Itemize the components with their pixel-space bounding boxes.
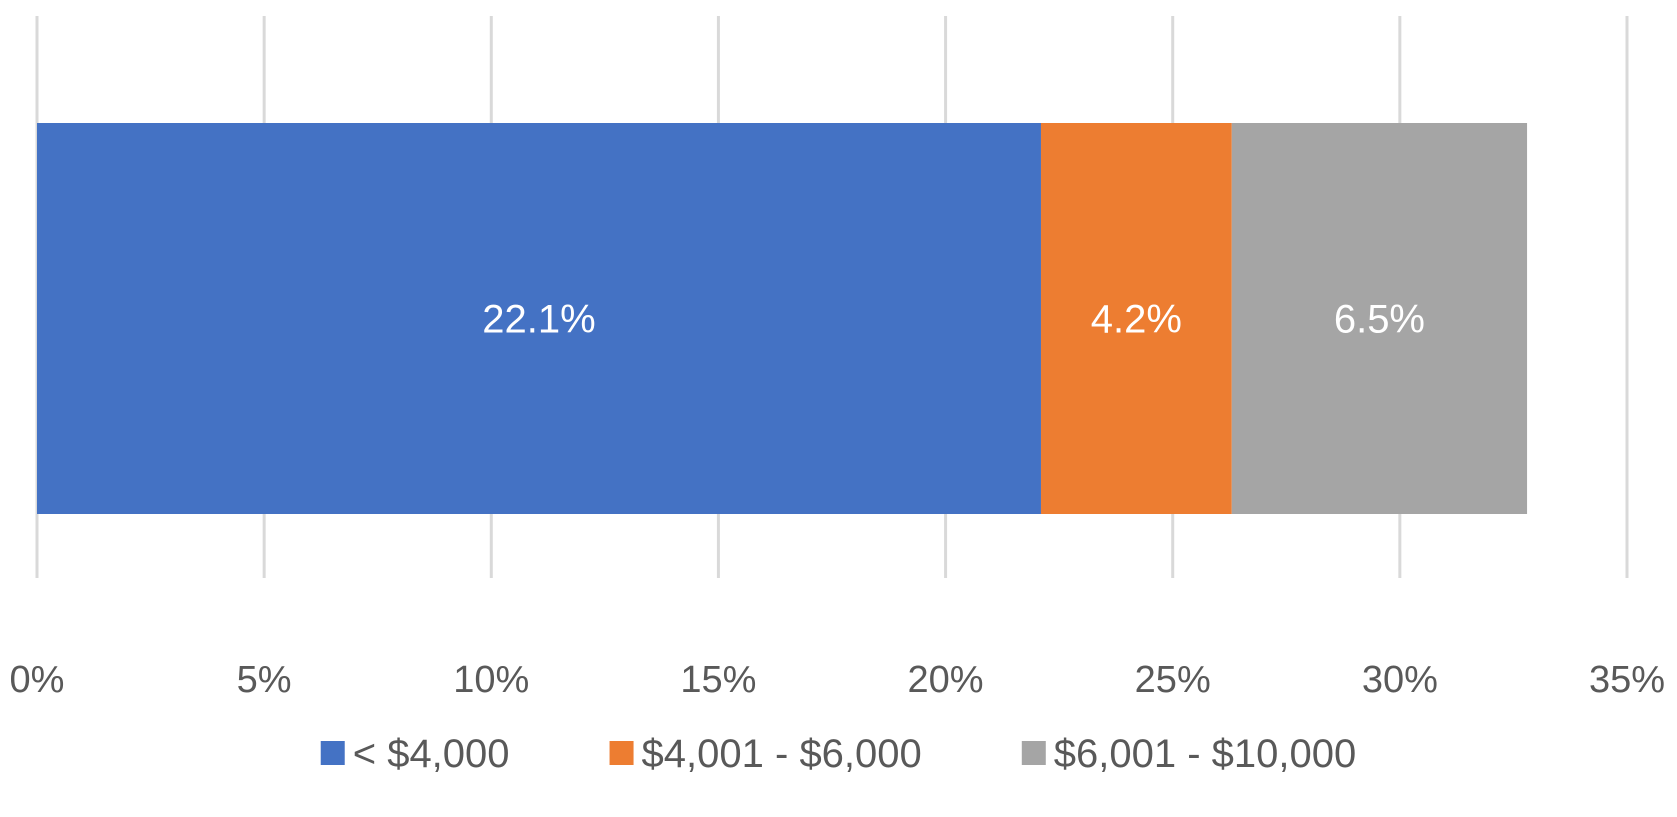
bar-segment-2 [1040,123,1232,514]
legend-swatch-1 [320,741,345,765]
legend-swatch-2 [609,741,634,765]
bar-segment-3 [1231,123,1528,514]
legend-label-3: $6,001 - $10,000 [1054,732,1356,776]
x-tick-label: 25% [1135,659,1211,701]
x-tick-label: 15% [680,659,756,701]
legend-label-2: $4,001 - $6,000 [642,732,922,776]
x-tick-label: 30% [1362,659,1438,701]
x-tick-label: 10% [453,659,529,701]
data-labels: 22.1% 4.2% 6.5% [482,298,1425,342]
legend: < $4,000 $4,001 - $6,000 $6,001 - $10,000 [320,732,1356,776]
bar-segments [37,123,1528,514]
data-label-2: 4.2% [1091,298,1182,342]
data-label-1: 22.1% [482,298,595,342]
x-tick-label: 20% [908,659,984,701]
x-tick-label: 35% [1589,659,1665,701]
legend-swatch-3 [1021,741,1046,765]
data-label-3: 6.5% [1334,298,1425,342]
x-axis-tick-labels: 0% 5% 10% 15% 20% 25% 30% 35% [10,659,1665,701]
legend-label-1: < $4,000 [353,732,510,776]
bar-segment-1 [37,123,1041,514]
x-tick-label: 5% [237,659,292,701]
x-tick-label: 0% [10,659,65,701]
